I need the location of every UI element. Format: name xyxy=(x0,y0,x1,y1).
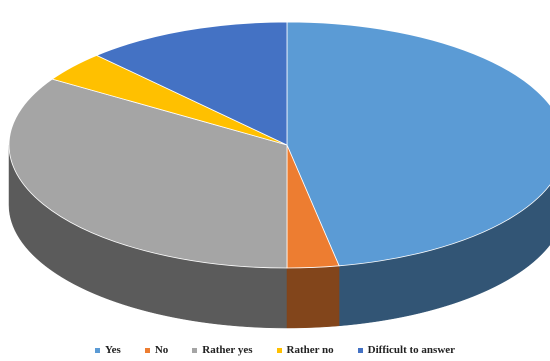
pie-slice-yes xyxy=(286,21,550,267)
legend-label-rather-no: Rather no xyxy=(286,344,334,356)
legend-label-difficult-to-answer: Difficult to answer xyxy=(367,344,456,356)
legend-item-rather-yes: Rather yes xyxy=(192,344,253,356)
pie-side-no xyxy=(286,265,340,329)
legend-label-yes: Yes xyxy=(104,344,121,356)
legend-swatch-difficult-to-answer xyxy=(357,347,363,353)
legend-item-rather-no: Rather no xyxy=(276,344,334,356)
chart-legend: Yes No Rather yes Rather no Difficult to ans… xyxy=(0,340,550,360)
legend-swatch-no xyxy=(144,347,150,353)
legend-label-no: No xyxy=(154,344,169,356)
legend-swatch-yes xyxy=(94,347,100,353)
legend-item-no: No xyxy=(144,344,169,356)
legend-swatch-rather-yes xyxy=(192,347,198,353)
legend-swatch-rather-no xyxy=(276,347,282,353)
legend-item-difficult-to-answer: Difficult to answer xyxy=(357,344,456,356)
pie-slice-rather-yes xyxy=(8,78,288,269)
legend-item-yes: Yes xyxy=(94,344,121,356)
pie-slice-difficult-to-answer xyxy=(95,21,288,146)
legend-label-rather-yes: Rather yes xyxy=(202,344,253,356)
